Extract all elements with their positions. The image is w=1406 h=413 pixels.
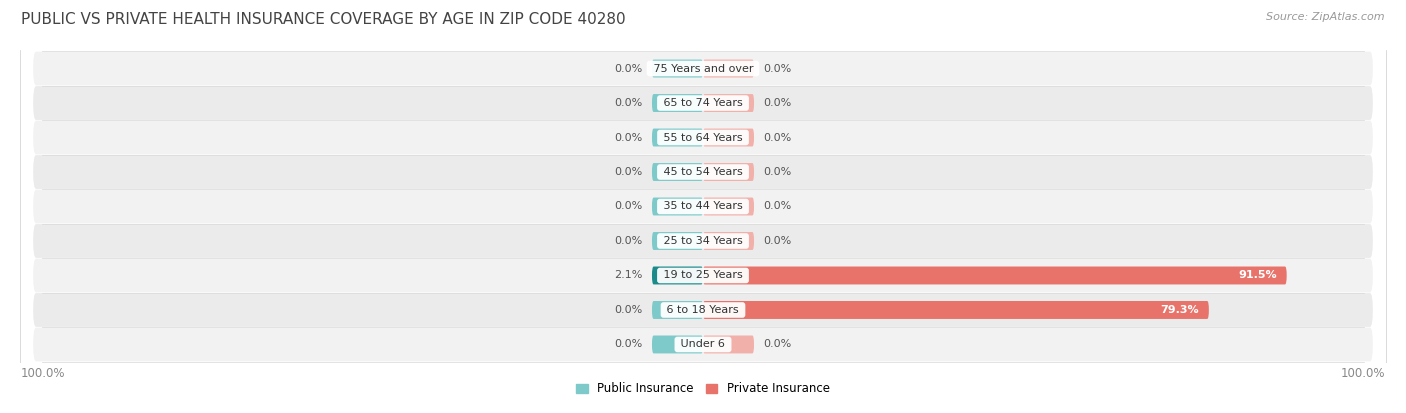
FancyBboxPatch shape [652, 163, 703, 181]
Text: 0.0%: 0.0% [614, 305, 643, 315]
FancyBboxPatch shape [703, 301, 1209, 319]
Text: 0.0%: 0.0% [614, 167, 643, 177]
Text: 65 to 74 Years: 65 to 74 Years [659, 98, 747, 108]
Text: 2.1%: 2.1% [614, 271, 643, 280]
FancyBboxPatch shape [34, 259, 1372, 292]
FancyBboxPatch shape [703, 197, 754, 216]
Text: 35 to 44 Years: 35 to 44 Years [659, 202, 747, 211]
FancyBboxPatch shape [652, 335, 703, 354]
Text: 19 to 25 Years: 19 to 25 Years [659, 271, 747, 280]
Text: 79.3%: 79.3% [1161, 305, 1199, 315]
FancyBboxPatch shape [34, 121, 1372, 154]
Text: 45 to 54 Years: 45 to 54 Years [659, 167, 747, 177]
Text: 0.0%: 0.0% [614, 339, 643, 349]
Text: 0.0%: 0.0% [614, 133, 643, 142]
FancyBboxPatch shape [34, 52, 1372, 85]
Text: 0.0%: 0.0% [763, 133, 792, 142]
FancyBboxPatch shape [34, 190, 1372, 223]
Text: 0.0%: 0.0% [763, 167, 792, 177]
Text: PUBLIC VS PRIVATE HEALTH INSURANCE COVERAGE BY AGE IN ZIP CODE 40280: PUBLIC VS PRIVATE HEALTH INSURANCE COVER… [21, 12, 626, 27]
FancyBboxPatch shape [703, 94, 754, 112]
Text: 0.0%: 0.0% [614, 236, 643, 246]
FancyBboxPatch shape [652, 197, 703, 216]
FancyBboxPatch shape [34, 328, 1372, 361]
FancyBboxPatch shape [652, 128, 703, 147]
Legend: Public Insurance, Private Insurance: Public Insurance, Private Insurance [576, 382, 830, 395]
Text: 6 to 18 Years: 6 to 18 Years [664, 305, 742, 315]
Text: 0.0%: 0.0% [614, 64, 643, 74]
FancyBboxPatch shape [34, 224, 1372, 258]
Text: Under 6: Under 6 [678, 339, 728, 349]
FancyBboxPatch shape [703, 335, 754, 354]
FancyBboxPatch shape [652, 301, 703, 319]
Text: 91.5%: 91.5% [1239, 271, 1277, 280]
Text: 0.0%: 0.0% [763, 339, 792, 349]
Text: 100.0%: 100.0% [21, 367, 65, 380]
Text: 0.0%: 0.0% [763, 236, 792, 246]
FancyBboxPatch shape [703, 266, 1286, 285]
FancyBboxPatch shape [703, 59, 754, 78]
FancyBboxPatch shape [34, 155, 1372, 189]
FancyBboxPatch shape [703, 232, 754, 250]
Text: 75 Years and over: 75 Years and over [650, 64, 756, 74]
Text: 0.0%: 0.0% [763, 98, 792, 108]
Text: 0.0%: 0.0% [763, 202, 792, 211]
FancyBboxPatch shape [652, 59, 703, 78]
FancyBboxPatch shape [34, 293, 1372, 327]
Text: 25 to 34 Years: 25 to 34 Years [659, 236, 747, 246]
FancyBboxPatch shape [703, 163, 754, 181]
FancyBboxPatch shape [34, 86, 1372, 120]
FancyBboxPatch shape [703, 128, 754, 147]
Text: 100.0%: 100.0% [1341, 367, 1385, 380]
Text: Source: ZipAtlas.com: Source: ZipAtlas.com [1267, 12, 1385, 22]
FancyBboxPatch shape [652, 232, 703, 250]
FancyBboxPatch shape [652, 94, 703, 112]
Text: 0.0%: 0.0% [614, 98, 643, 108]
FancyBboxPatch shape [652, 266, 703, 285]
Text: 0.0%: 0.0% [614, 202, 643, 211]
Text: 0.0%: 0.0% [763, 64, 792, 74]
Text: 55 to 64 Years: 55 to 64 Years [659, 133, 747, 142]
